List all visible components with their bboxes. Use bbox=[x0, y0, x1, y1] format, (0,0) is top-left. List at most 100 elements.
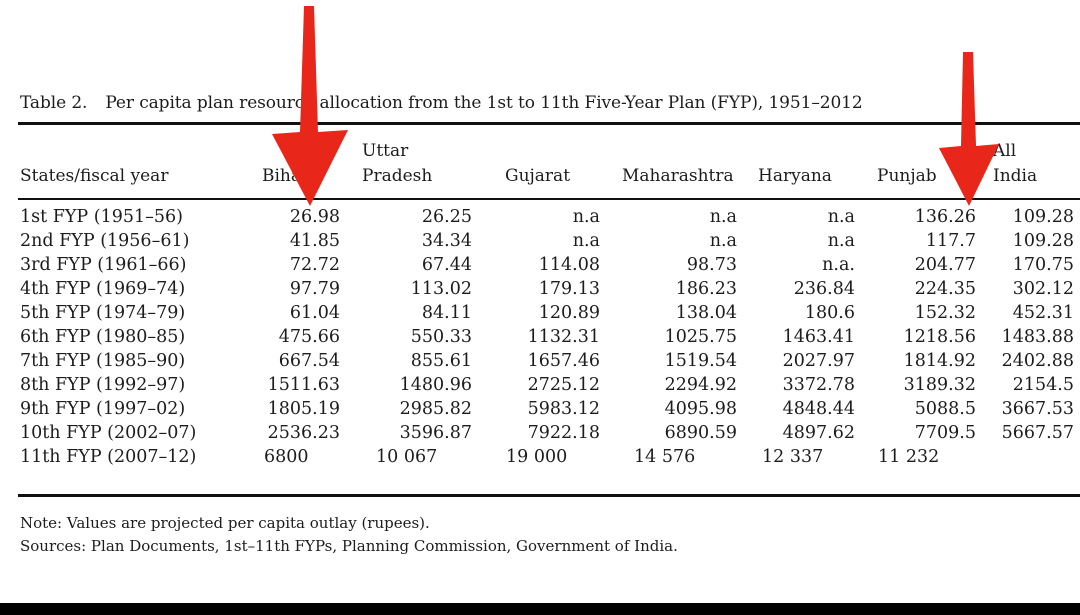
cell-bihar: 475.66 bbox=[278, 327, 340, 347]
cell-india: 2402.88 bbox=[1001, 351, 1074, 371]
table-bottom-rule bbox=[18, 494, 1080, 497]
cell-gujarat: 1132.31 bbox=[527, 327, 600, 347]
row-plan-label: 6th FYP (1980–85) bbox=[20, 327, 186, 347]
table-caption: Table 2. Per capita plan resource allocat… bbox=[20, 93, 863, 113]
cell-india: 1483.88 bbox=[1001, 327, 1074, 347]
cell-gujarat: 19 000 bbox=[506, 447, 568, 467]
table-row: 11th FYP (2007–12) 6800 10 067 19 000 14 576… bbox=[0, 445, 1080, 469]
cell-india: 3667.53 bbox=[1001, 399, 1074, 419]
row-plan-label: 8th FYP (1992–97) bbox=[20, 375, 186, 395]
cell-bihar: 41.85 bbox=[289, 231, 340, 251]
cell-punjab: 5088.5 bbox=[914, 399, 976, 419]
cell-up: 3596.87 bbox=[399, 423, 472, 443]
row-plan-label: 4th FYP (1969–74) bbox=[20, 279, 186, 299]
cell-gujarat: 114.08 bbox=[538, 255, 600, 275]
cell-punjab: 136.26 bbox=[914, 207, 976, 227]
table-title: Per capita plan resource allocation from… bbox=[105, 93, 863, 113]
row-plan-label: 3rd FYP (1961–66) bbox=[20, 255, 187, 275]
table-row: 5th FYP (1974–79) 61.04 84.11 120.89 138.04 1… bbox=[0, 301, 1080, 325]
cell-maharashtra: 98.73 bbox=[686, 255, 737, 275]
cell-maharashtra: 14 576 bbox=[634, 447, 696, 467]
cell-punjab: 1814.92 bbox=[903, 351, 976, 371]
table-row: 9th FYP (1997–02) 1805.19 2985.82 5983.12 40… bbox=[0, 397, 1080, 421]
cell-haryana: n.a bbox=[827, 231, 855, 251]
cell-gujarat: n.a bbox=[572, 231, 600, 251]
cell-up: 550.33 bbox=[410, 327, 472, 347]
header-punjab: Punjab bbox=[877, 166, 937, 186]
cell-india: 5667.57 bbox=[1001, 423, 1074, 443]
table-number: Table 2. bbox=[20, 93, 88, 113]
cell-bihar: 667.54 bbox=[278, 351, 340, 371]
cell-india: 109.28 bbox=[1012, 231, 1074, 251]
table-row: 10th FYP (2002–07) 2536.23 3596.87 7922.18 6… bbox=[0, 421, 1080, 445]
cell-bihar: 72.72 bbox=[289, 255, 340, 275]
cell-india: 2154.5 bbox=[1012, 375, 1074, 395]
cell-haryana: 180.6 bbox=[804, 303, 855, 323]
table-note: Note: Values are projected per capita ou… bbox=[20, 514, 430, 532]
cell-india: 452.31 bbox=[1012, 303, 1074, 323]
cell-punjab: 224.35 bbox=[914, 279, 976, 299]
cell-haryana: 12 337 bbox=[762, 447, 824, 467]
cell-gujarat: 5983.12 bbox=[527, 399, 600, 419]
row-plan-label: 11th FYP (2007–12) bbox=[20, 447, 197, 467]
cell-up: 10 067 bbox=[376, 447, 438, 467]
cell-up: 855.61 bbox=[410, 351, 472, 371]
table-row: 3rd FYP (1961–66) 72.72 67.44 114.08 98.73 n.… bbox=[0, 253, 1080, 277]
table-header-rule bbox=[18, 198, 1080, 200]
screen-bottom-bar bbox=[0, 603, 1080, 615]
cell-punjab: 11 232 bbox=[878, 447, 940, 467]
table-row: 7th FYP (1985–90) 667.54 855.61 1657.46 1519… bbox=[0, 349, 1080, 373]
cell-up: 1480.96 bbox=[399, 375, 472, 395]
cell-gujarat: n.a bbox=[572, 207, 600, 227]
arrow-down-icon bbox=[939, 52, 999, 206]
cell-haryana: 236.84 bbox=[793, 279, 855, 299]
cell-maharashtra: 138.04 bbox=[675, 303, 737, 323]
table-row: 8th FYP (1992–97) 1511.63 1480.96 2725.12 22… bbox=[0, 373, 1080, 397]
cell-haryana: 4897.62 bbox=[782, 423, 855, 443]
cell-up: 84.11 bbox=[421, 303, 472, 323]
header-haryana: Haryana bbox=[758, 166, 832, 186]
cell-up: 34.34 bbox=[421, 231, 472, 251]
header-india-line2: India bbox=[993, 166, 1038, 186]
cell-bihar: 26.98 bbox=[289, 207, 340, 227]
table-row: 1st FYP (1951–56) 26.98 26.25 n.a n.a n.a 136.… bbox=[0, 205, 1080, 229]
cell-bihar: 2536.23 bbox=[267, 423, 340, 443]
cell-punjab: 3189.32 bbox=[903, 375, 976, 395]
cell-punjab: 7709.5 bbox=[914, 423, 976, 443]
cell-maharashtra: 6890.59 bbox=[664, 423, 737, 443]
cell-up: 2985.82 bbox=[399, 399, 472, 419]
cell-haryana: 1463.41 bbox=[782, 327, 855, 347]
cell-gujarat: 179.13 bbox=[538, 279, 600, 299]
cell-haryana: n.a. bbox=[822, 255, 855, 275]
table-row: 4th FYP (1969–74) 97.79 113.02 179.13 186.23… bbox=[0, 277, 1080, 301]
cell-maharashtra: 1519.54 bbox=[664, 351, 737, 371]
header-up-line1: Uttar bbox=[362, 141, 409, 161]
cell-maharashtra: n.a bbox=[709, 231, 737, 251]
row-plan-label: 7th FYP (1985–90) bbox=[20, 351, 186, 371]
cell-bihar: 1511.63 bbox=[267, 375, 340, 395]
cell-gujarat: 7922.18 bbox=[527, 423, 600, 443]
cell-maharashtra: n.a bbox=[709, 207, 737, 227]
table-sources: Sources: Plan Documents, 1st–11th FYPs, … bbox=[20, 537, 678, 555]
table-body: 1st FYP (1951–56) 26.98 26.25 n.a n.a n.a 136.… bbox=[0, 205, 1080, 469]
cell-haryana: 3372.78 bbox=[782, 375, 855, 395]
cell-haryana: 4848.44 bbox=[782, 399, 855, 419]
arrow-down-icon bbox=[272, 6, 348, 206]
cell-india: 170.75 bbox=[1012, 255, 1074, 275]
cell-bihar: 97.79 bbox=[289, 279, 340, 299]
cell-maharashtra: 186.23 bbox=[675, 279, 737, 299]
cell-bihar: 1805.19 bbox=[267, 399, 340, 419]
cell-maharashtra: 2294.92 bbox=[664, 375, 737, 395]
cell-bihar: 61.04 bbox=[289, 303, 340, 323]
row-plan-label: 5th FYP (1974–79) bbox=[20, 303, 186, 323]
row-plan-label: 10th FYP (2002–07) bbox=[20, 423, 197, 443]
cell-gujarat: 2725.12 bbox=[527, 375, 600, 395]
cell-punjab: 204.77 bbox=[914, 255, 976, 275]
header-state: States/fiscal year bbox=[20, 166, 169, 186]
cell-maharashtra: 1025.75 bbox=[664, 327, 737, 347]
header-gujarat: Gujarat bbox=[505, 166, 571, 186]
table-row: 6th FYP (1980–85) 475.66 550.33 1132.31 1025… bbox=[0, 325, 1080, 349]
cell-haryana: n.a bbox=[827, 207, 855, 227]
cell-up: 67.44 bbox=[421, 255, 472, 275]
